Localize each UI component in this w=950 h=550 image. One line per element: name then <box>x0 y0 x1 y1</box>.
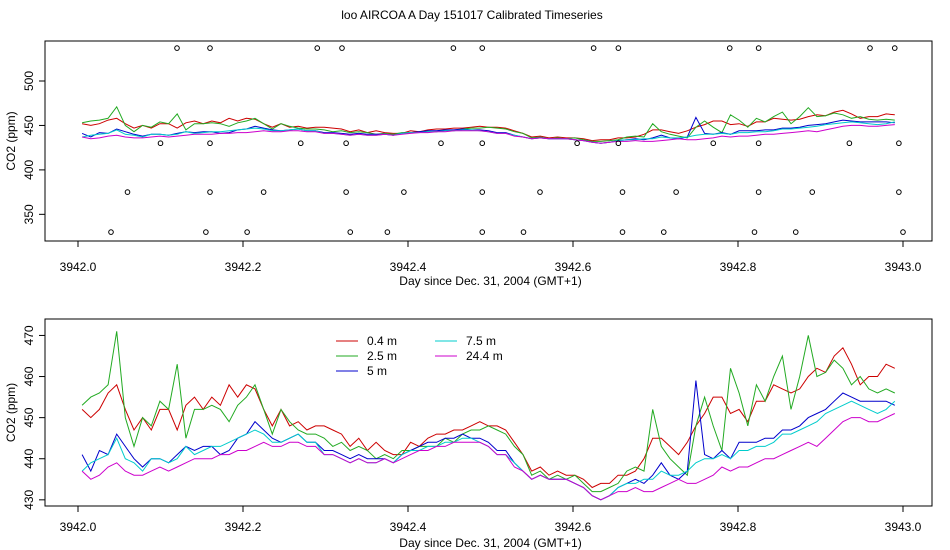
data-point <box>207 189 213 195</box>
y-tick-label: 400 <box>22 160 36 180</box>
y-tick-label: 470 <box>22 325 36 345</box>
data-point <box>450 45 457 51</box>
data-point <box>900 229 906 235</box>
data-point <box>896 189 902 195</box>
data-point <box>537 189 543 195</box>
data-point <box>438 140 444 147</box>
series-line-s5 <box>81 116 895 144</box>
legend-label-s25: 2.5 m <box>367 349 397 363</box>
data-point <box>755 140 762 147</box>
series-line-s75 <box>81 121 895 144</box>
data-point <box>244 229 250 235</box>
data-point <box>660 229 667 235</box>
y-tick-label: 500 <box>22 71 36 91</box>
series-lines <box>81 331 896 501</box>
legend-label-s75: 7.5 m <box>466 334 496 348</box>
series-lines <box>81 105 895 144</box>
x-tick-label: 3942.6 <box>555 260 592 274</box>
x-tick-label: 3942.0 <box>60 520 97 534</box>
series-line-s25 <box>81 105 895 142</box>
data-point <box>710 140 717 147</box>
data-point <box>207 45 213 51</box>
data-point <box>891 45 898 51</box>
series-line-s5 <box>81 380 896 501</box>
data-point <box>755 45 762 51</box>
y-tick-label: 450 <box>22 115 36 135</box>
chart-title: loo AIRCOA A Day 151017 Calibrated Times… <box>341 8 602 22</box>
data-point <box>347 229 354 235</box>
data-point <box>314 45 321 51</box>
legend: 0.4 m2.5 m5 m 7.5 m24.4 m <box>336 334 503 378</box>
data-point <box>520 229 527 235</box>
top-panel: 3942.0 3942.2 3942.4 3942.6 3942.8 3943.0 350 4… <box>4 40 933 288</box>
data-point <box>755 189 762 195</box>
y-tick-label: 460 <box>22 366 36 386</box>
data-point <box>343 189 349 195</box>
series-line-s25 <box>81 331 896 493</box>
data-point <box>157 140 164 147</box>
legend-label-s04: 0.4 m <box>367 334 397 348</box>
x-axis-label: Day since Dec. 31, 2004 (GMT+1) <box>399 274 581 288</box>
data-point <box>479 45 486 51</box>
series-line-s04 <box>82 109 895 142</box>
bottom-panel: 3942.0 3942.2 3942.4 3942.6 3942.8 3943.0 430 4… <box>4 318 933 550</box>
series-line-s75 <box>81 400 896 501</box>
y-axis-label: CO2 (ppm) <box>4 111 18 170</box>
data-point <box>615 140 622 147</box>
data-point <box>124 189 131 195</box>
x-tick-label: 3942.4 <box>390 260 427 274</box>
series-line-s244 <box>81 124 895 144</box>
x-tick-label: 3942.6 <box>555 520 592 534</box>
data-point <box>896 140 902 147</box>
x-tick-label: 3942.4 <box>390 520 427 534</box>
data-point <box>673 189 679 195</box>
data-point <box>751 229 758 235</box>
data-point <box>260 189 267 195</box>
plot-frame <box>44 40 933 242</box>
data-point <box>809 189 816 195</box>
x-axis-label: Day since Dec. 31, 2004 (GMT+1) <box>399 536 581 550</box>
y-tick-label: 440 <box>22 448 36 468</box>
data-point <box>846 140 853 147</box>
data-point <box>479 140 486 147</box>
x-tick-label: 3942.8 <box>720 260 757 274</box>
x-tick-label: 3942.0 <box>60 260 97 274</box>
data-point <box>792 229 799 235</box>
legend-label-s244: 24.4 m <box>466 349 503 363</box>
data-point <box>479 229 486 235</box>
y-tick-label: 430 <box>22 490 36 510</box>
data-point <box>108 229 114 235</box>
data-point <box>619 189 626 195</box>
x-tick-label: 3943.0 <box>885 520 922 534</box>
data-point <box>574 140 580 147</box>
y-tick-label: 450 <box>22 407 36 427</box>
data-point <box>590 45 597 51</box>
data-point <box>384 229 391 235</box>
x-tick-label: 3943.0 <box>885 260 922 274</box>
plot-frame <box>44 318 933 507</box>
data-point <box>615 45 622 51</box>
data-point <box>401 189 407 195</box>
data-point <box>726 45 733 51</box>
series-line-s04 <box>81 346 896 489</box>
legend-label-s5: 5 m <box>367 364 387 378</box>
x-tick-label: 3942.2 <box>225 260 262 274</box>
x-tick-label: 3942.8 <box>720 520 757 534</box>
data-point <box>619 229 626 235</box>
data-point <box>867 45 873 51</box>
y-tick-label: 350 <box>22 204 36 224</box>
data-point <box>297 140 304 147</box>
data-point <box>174 45 180 51</box>
y-axis-label: CO2 (ppm) <box>4 383 18 442</box>
data-point <box>479 189 486 195</box>
data-point <box>339 45 345 51</box>
data-point <box>343 140 349 147</box>
x-tick-label: 3942.2 <box>225 520 262 534</box>
series-line-s244 <box>81 413 896 501</box>
data-point <box>203 229 209 235</box>
data-point <box>207 140 213 147</box>
